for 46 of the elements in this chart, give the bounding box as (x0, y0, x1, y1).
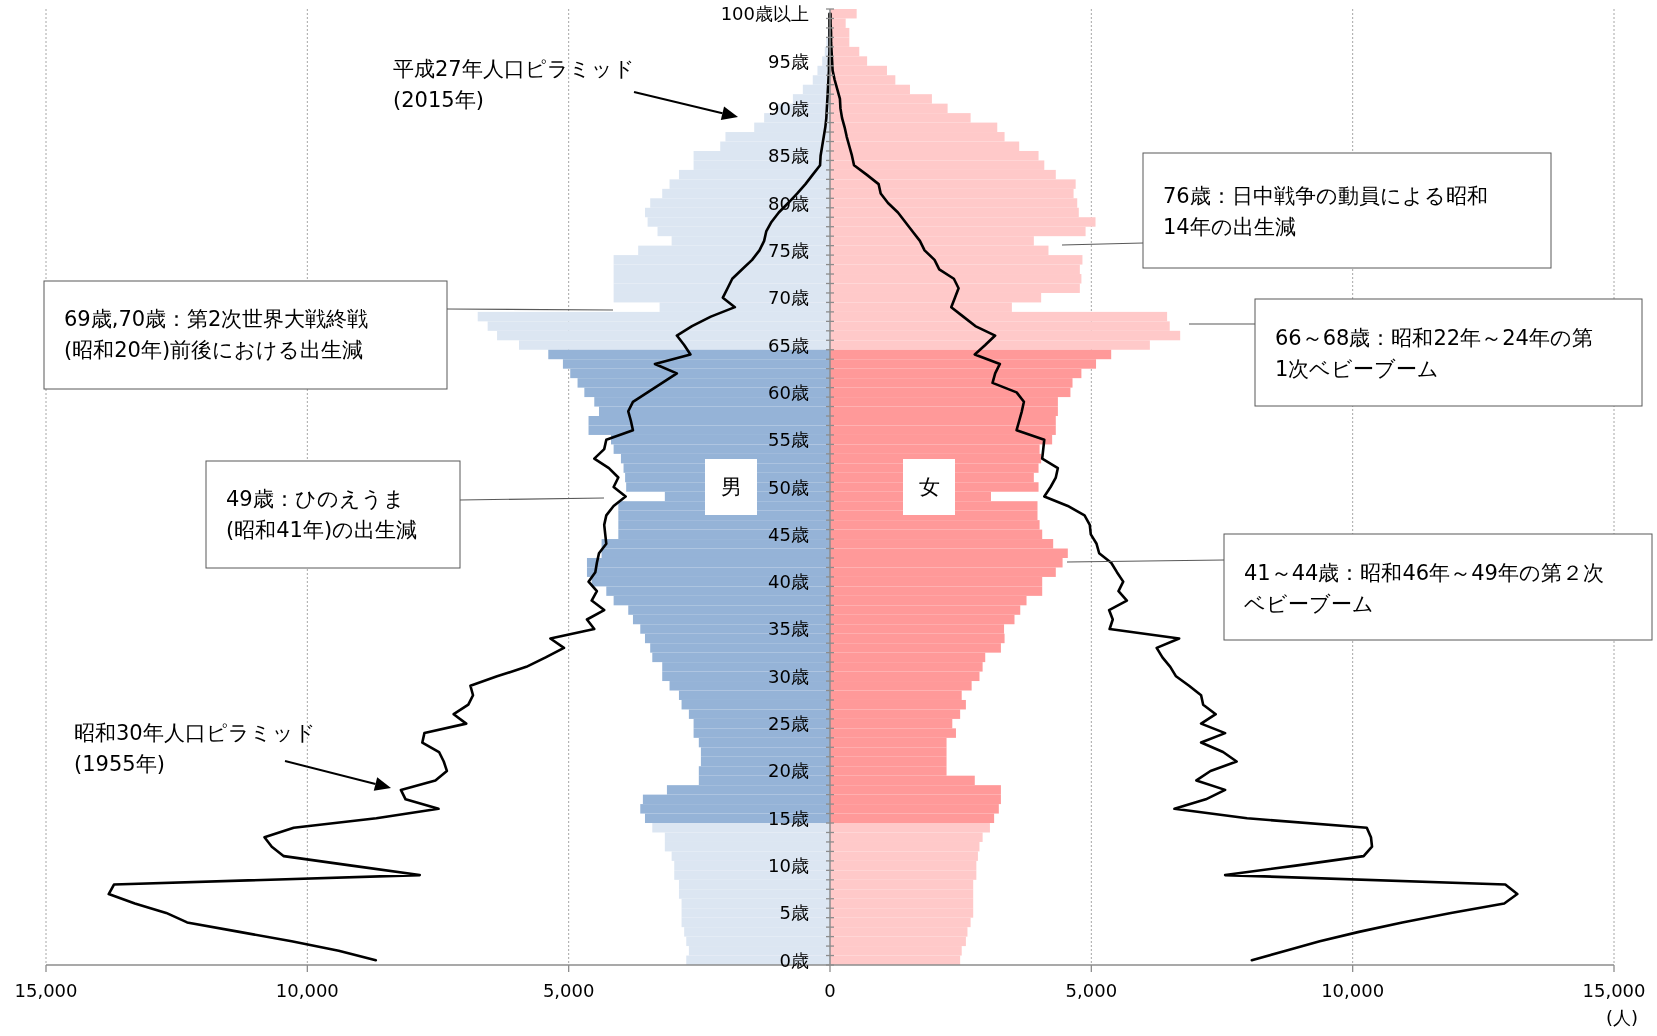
y-tick-label: 55歳 (768, 429, 809, 451)
y-tick-label: 60歳 (768, 381, 809, 403)
annotation: 66～68歳：昭和22年～24年の第1次ベビーブーム (1188, 298, 1643, 407)
annotation: 昭和30年人口ピラミッド(1955年) (74, 721, 316, 776)
y-tick-label: 35歳 (768, 618, 809, 640)
y-tick-label: 90歳 (768, 97, 809, 119)
series-label: 女 (903, 459, 955, 515)
y-tick-label: 30歳 (768, 665, 809, 687)
y-tick-label: 0歳 (779, 949, 809, 971)
y-tick-label: 20歳 (768, 760, 809, 782)
y-tick-label: 5歳 (779, 902, 809, 924)
annotation: 昭和30年人口ピラミッド(1955年) (74, 721, 391, 791)
annotation: 49歳：ひのえうま(昭和41年)の出生減 (226, 487, 418, 542)
y-tick-label: 40歳 (768, 571, 809, 593)
y-tick-label: 75歳 (768, 239, 809, 261)
annotation: 41～44歳：昭和46年～49年の第２次ベビーブーム (1066, 533, 1653, 641)
y-tick-label: 10歳 (768, 855, 809, 877)
x-tick-label: 15,000 (14, 980, 78, 1001)
y-tick-label: 95歳 (768, 50, 809, 72)
series-label: 女 (918, 475, 940, 499)
x-tick-label: 5,000 (542, 980, 595, 1001)
x-tick-label: 5,000 (1065, 980, 1118, 1001)
annotation: 41～44歳：昭和46年～49年の第２次ベビーブーム (1244, 561, 1604, 616)
annotation: 平成27年人口ピラミッド(2015年) (393, 57, 738, 121)
annotation: 49歳：ひのえうま(昭和41年)の出生減 (205, 460, 605, 569)
x-tick-label: 0 (824, 980, 836, 1001)
series-label: 男 (705, 459, 757, 515)
y-tick-label: 15歳 (768, 807, 809, 829)
annotation: 76歳：日中戦争の動員による昭和14年の出生減 (1163, 184, 1488, 239)
annotation: 76歳：日中戦争の動員による昭和14年の出生減 (1061, 152, 1552, 269)
annotation: 69歳,70歳：第2次世界大戦終戦(昭和20年)前後における出生減 (64, 307, 369, 362)
annotation: 平成27年人口ピラミッド(2015年) (393, 57, 635, 112)
x-tick-label: 10,000 (1321, 980, 1385, 1001)
annotation: 66～68歳：昭和22年～24年の第1次ベビーブーム (1275, 326, 1593, 381)
y-tick-label: 85歳 (768, 145, 809, 167)
y-tick-label: 25歳 (768, 713, 809, 735)
y-tick-label: 70歳 (768, 287, 809, 309)
y-tick-label: 50歳 (768, 476, 809, 498)
x-axis-title: (人) (1605, 1007, 1639, 1028)
y-tick-label: 65歳 (768, 334, 809, 356)
y-tick-label: 100歳以上 (720, 3, 809, 25)
y-tick-label: 45歳 (768, 523, 809, 545)
series-label: 男 (720, 475, 742, 499)
x-tick-label: 15,000 (1582, 980, 1646, 1001)
annotation: 69歳,70歳：第2次世界大戦終戦(昭和20年)前後における出生減 (43, 280, 614, 390)
x-tick-label: 10,000 (275, 980, 339, 1001)
